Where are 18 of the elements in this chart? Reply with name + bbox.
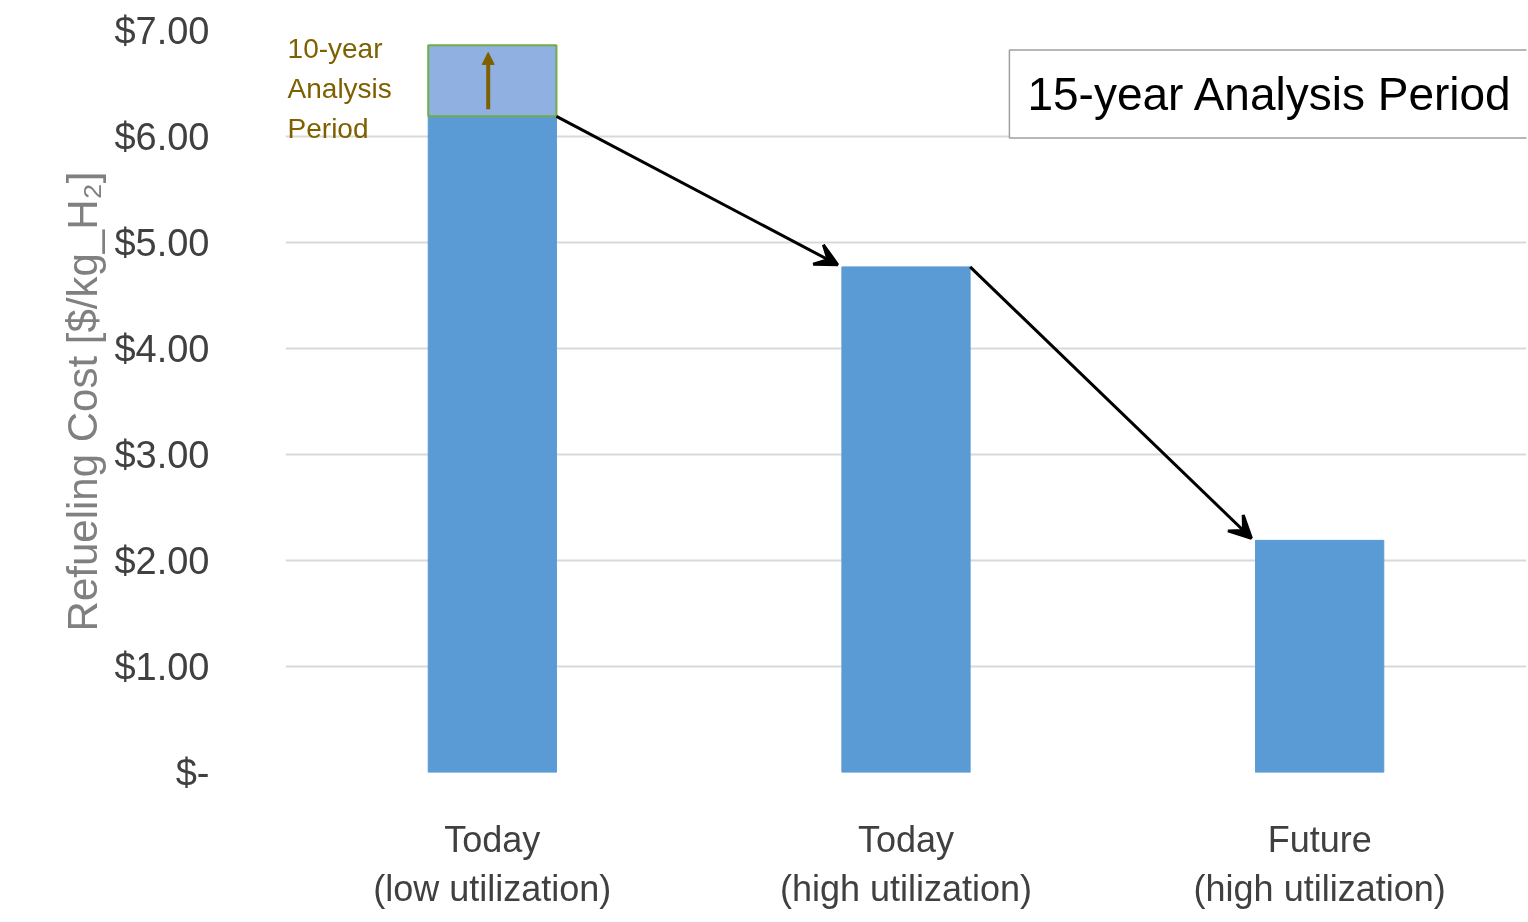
y-tick-label: $2.00 (114, 539, 210, 582)
x-tick-label: Today (low utilization) (373, 818, 612, 909)
bar (841, 266, 971, 773)
bar (427, 115, 557, 773)
y-tick-label: $5.00 (114, 221, 210, 264)
x-tick-label: Today (high utilization) (779, 818, 1033, 909)
bar (427, 44, 558, 118)
annotation: 15-year Analysis Period (1027, 68, 1511, 121)
y-tick-label: $3.00 (114, 433, 210, 476)
annotation: 10-year Analysis Period (287, 32, 392, 145)
y-tick-label: $1.00 (114, 645, 210, 688)
bar (1255, 539, 1385, 773)
y-tick-label: $4.00 (114, 327, 210, 370)
y-tick-label: $7.00 (114, 9, 210, 52)
y-tick-label: $- (175, 751, 210, 794)
y-tick-label: $6.00 (114, 115, 210, 158)
y-axis-title: Refueling Cost [$/kg_H₂] (59, 171, 107, 632)
x-tick-label: Future (high utilization) (1193, 818, 1446, 909)
